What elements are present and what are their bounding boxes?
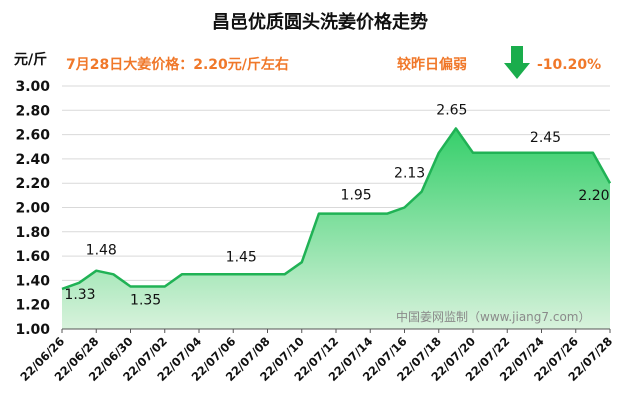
y-tick-label: 2.20 xyxy=(15,176,50,192)
y-tick-label: 1.20 xyxy=(15,298,50,314)
data-label: 2.13 xyxy=(394,166,425,182)
data-label: 1.48 xyxy=(86,243,117,259)
arrow-down-icon xyxy=(504,46,530,79)
data-labels: 1.33 1.48 1.35 1.45 1.95 2.13 2.65 2.45 2.20 xyxy=(64,103,609,309)
price-line xyxy=(61,127,612,291)
y-tick-label: 1.80 xyxy=(15,225,50,241)
y-tick-label: 1.00 xyxy=(15,322,50,338)
data-label: 1.95 xyxy=(341,188,372,204)
grid-lines xyxy=(62,85,610,306)
y-tick-label: 2.00 xyxy=(15,201,50,217)
price-annotation: 7月28日大姜价格：2.20元/斤左右 xyxy=(66,56,289,73)
y-axis-ticks: 1.00 1.20 1.40 1.60 1.80 2.00 2.20 2.40 2.60 2.80… xyxy=(15,79,50,338)
chart-title: 昌邑优质圆头洗姜价格走势 xyxy=(212,11,428,33)
y-tick-label: 2.40 xyxy=(15,152,50,168)
change-annotation: -10.20% xyxy=(537,57,601,73)
compare-annotation: 较昨日偏弱 xyxy=(397,56,467,73)
y-tick-label: 1.60 xyxy=(15,249,50,265)
x-axis-ticks: 22/06/2622/06/2822/06/3022/07/0222/07/04… xyxy=(17,329,615,384)
y-tick-label: 2.80 xyxy=(15,103,50,119)
y-tick-label: 2.60 xyxy=(15,128,50,144)
y-tick-label: 1.40 xyxy=(15,273,50,289)
data-label: 2.65 xyxy=(436,103,467,119)
data-label: 1.35 xyxy=(130,292,161,308)
data-label: 1.33 xyxy=(64,287,95,303)
y-tick-label: 3.00 xyxy=(15,79,50,95)
data-label: 1.45 xyxy=(226,249,257,265)
data-label: 2.45 xyxy=(530,130,561,146)
data-label: 2.20 xyxy=(578,188,609,204)
watermark: 中国姜网监制（www.jiang7.com） xyxy=(396,309,590,324)
y-axis-unit: 元/斤 xyxy=(14,51,47,68)
price-area xyxy=(62,128,610,329)
